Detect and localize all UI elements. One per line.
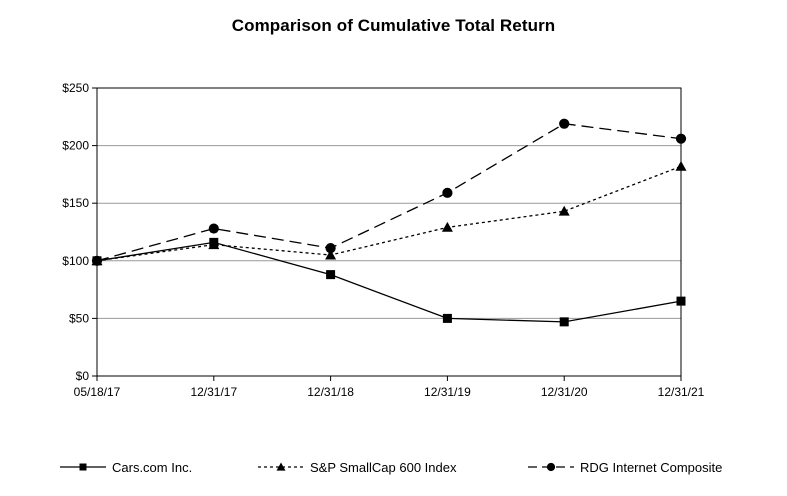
x-axis: 05/18/17 12/31/17 12/31/18 12/31/19 12/31/20… — [74, 376, 705, 399]
legend-label: S&P SmallCap 600 Index — [310, 460, 457, 475]
series-square — [92, 237, 686, 327]
series-line — [96, 123, 682, 262]
data-point-square — [676, 296, 686, 306]
y-tick-label: $50 — [69, 311, 89, 325]
data-point-circle — [442, 187, 453, 198]
data-point-circle — [675, 133, 687, 144]
series-triangle — [91, 160, 687, 266]
plot-area-frame — [96, 87, 682, 377]
legend-item: Cars.com Inc. — [60, 460, 192, 475]
x-tick-label: 12/31/20 — [541, 385, 588, 399]
data-point-circle — [208, 223, 219, 234]
y-tick-label: $150 — [62, 196, 89, 210]
series-line — [96, 241, 682, 323]
x-tick-label: 12/31/17 — [190, 385, 237, 399]
series-layer — [91, 118, 687, 327]
data-point-triangle — [675, 160, 687, 171]
legend-item: RDG Internet Composite — [528, 460, 722, 475]
x-tick-label: 05/18/17 — [74, 385, 121, 399]
data-point-square — [442, 313, 452, 323]
legend-item: S&P SmallCap 600 Index — [258, 460, 457, 475]
y-tick-label: $250 — [62, 81, 89, 95]
y-tick-label: $0 — [76, 369, 90, 383]
legend-label: RDG Internet Composite — [580, 460, 722, 475]
data-point-triangle — [325, 249, 337, 260]
data-point-circle — [325, 243, 336, 254]
y-tick-label: $100 — [62, 254, 89, 268]
legend: Cars.com Inc. S&P SmallCap 600 Index RDG I… — [60, 460, 722, 475]
data-point-circle — [559, 118, 570, 129]
series-circle — [91, 118, 687, 266]
data-point-triangle — [441, 221, 453, 232]
data-point-square — [326, 270, 336, 280]
y-tick-label: $200 — [62, 139, 89, 153]
x-tick-label: 12/31/18 — [307, 385, 354, 399]
y-axis: $0 $50 $100 $150 $200 $250 — [62, 81, 97, 383]
legend-label: Cars.com Inc. — [112, 460, 192, 475]
data-point-triangle-legend — [276, 462, 286, 471]
data-point-square-legend — [79, 463, 87, 471]
series-line — [96, 165, 682, 262]
x-tick-label: 12/31/19 — [424, 385, 471, 399]
data-point-triangle — [558, 205, 570, 216]
data-point-triangle — [208, 239, 220, 250]
data-point-circle-legend — [546, 462, 556, 472]
data-point-circle — [91, 255, 103, 266]
x-tick-label: 12/31/21 — [658, 385, 705, 399]
gridlines — [97, 145, 681, 319]
chart-title: Comparison of Cumulative Total Return — [231, 16, 556, 35]
data-point-square — [559, 317, 569, 327]
